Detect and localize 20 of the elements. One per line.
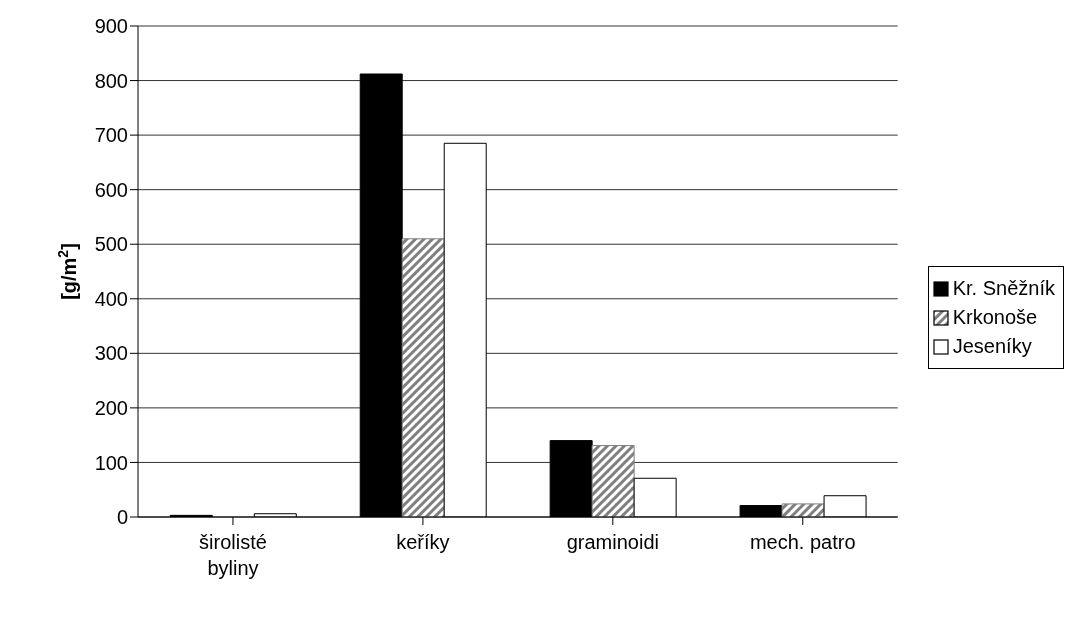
- legend-label: Jeseníky: [952, 335, 1032, 358]
- y-tick-label: 400: [94, 287, 128, 310]
- legend-label: Kr. Sněžník: [952, 277, 1055, 300]
- y-tick-label: 300: [94, 342, 128, 365]
- x-tick-label: keříky: [396, 531, 450, 553]
- x-tick-label: graminoidi: [566, 531, 659, 553]
- y-tick-label: 800: [94, 69, 128, 92]
- bar: [591, 445, 635, 517]
- y-tick-label: 0: [116, 506, 128, 529]
- y-tick-label: 200: [94, 396, 128, 419]
- y-tick-label: 700: [94, 124, 128, 147]
- y-tick-label: 100: [94, 451, 128, 474]
- x-tick-label: širolisté byliny: [199, 531, 267, 579]
- bar: [781, 503, 825, 517]
- legend-label: Krkonoše: [952, 306, 1038, 329]
- y-tick-label: 900: [94, 15, 128, 38]
- y-tick-label: 600: [94, 178, 128, 201]
- y-tick-label: 500: [94, 233, 128, 256]
- x-tick-label: mech. patro: [749, 531, 856, 553]
- bar: [401, 238, 445, 517]
